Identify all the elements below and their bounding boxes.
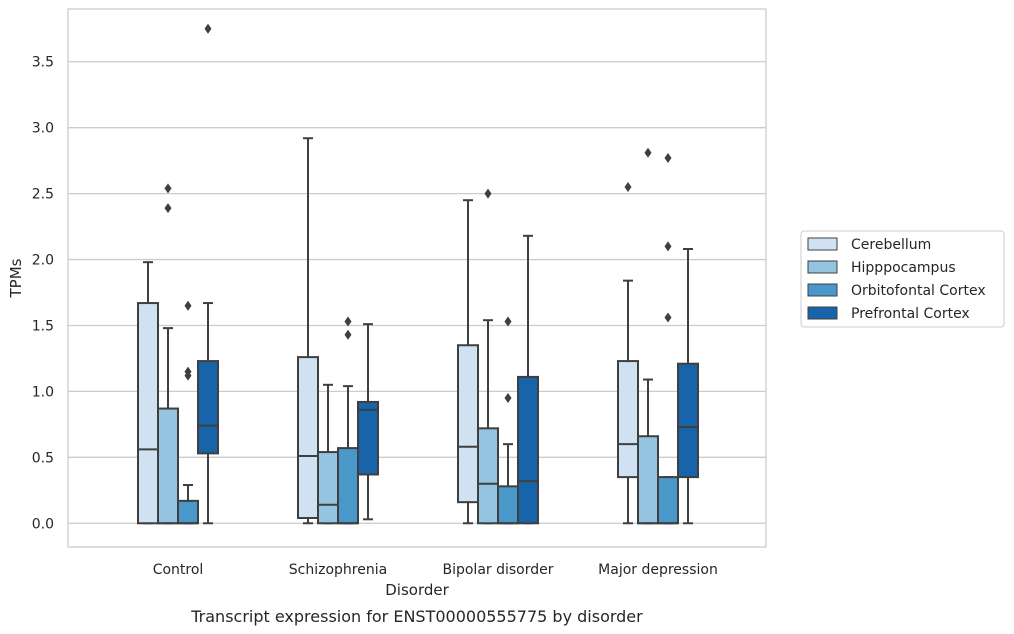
box-hipppocampus-3 (637, 147, 659, 525)
outlier-marker (344, 329, 352, 340)
box-plot-boxes (137, 23, 699, 525)
legend-label: Cerebellum (851, 237, 931, 253)
y-tick-label: 0.0 (32, 516, 54, 532)
x-tick-labels: Control Schizophrenia Bipolar disorder Majo… (153, 562, 718, 578)
x-tick-label: Schizophrenia (289, 562, 387, 578)
legend-swatch (807, 283, 838, 297)
outlier-marker (184, 300, 192, 311)
outlier-marker (204, 23, 212, 34)
box-body (177, 499, 199, 525)
box-cerebellum-2 (457, 199, 479, 525)
y-tick-label: 1.5 (32, 318, 54, 334)
box-orbitofontal-cortex-1 (337, 316, 359, 525)
box-prefrontal-cortex-0 (197, 23, 219, 525)
x-tick-label: Major depression (598, 562, 718, 578)
box-orbitofontal-cortex-3 (657, 153, 679, 525)
plot-frame (67, 8, 767, 548)
box-body (137, 302, 159, 525)
y-tick-label: 0.5 (32, 450, 54, 466)
legend-frame (800, 230, 1005, 328)
y-tick-label: 3.0 (32, 121, 54, 137)
legend-label: Hipppocampus (851, 260, 956, 276)
box-cerebellum-3 (617, 182, 639, 525)
box-body (197, 360, 219, 455)
outlier-marker (664, 241, 672, 252)
box-body (677, 362, 699, 479)
box-body (477, 427, 499, 525)
box-body (337, 447, 359, 525)
outlier-marker (164, 183, 172, 194)
outlier-marker (344, 316, 352, 327)
box-body (317, 451, 339, 525)
box-body (497, 485, 519, 525)
box-prefrontal-cortex-2 (517, 234, 539, 525)
box-hipppocampus-2 (477, 188, 499, 525)
y-tick-label: 2.5 (32, 187, 54, 203)
box-body (617, 360, 639, 479)
box-hipppocampus-0 (157, 183, 179, 525)
box-cerebellum-1 (297, 137, 319, 525)
y-tick-label: 1.0 (32, 384, 54, 400)
x-tick-label: Bipolar disorder (442, 562, 553, 578)
box-prefrontal-cortex-3 (677, 247, 699, 525)
legend: Cerebellum Hipppocampus Orbitofontal Corte… (800, 230, 1005, 328)
box-body (517, 375, 539, 525)
outlier-marker (504, 392, 512, 403)
legend-label: Orbitofontal Cortex (851, 283, 986, 299)
box-body (157, 407, 179, 525)
box-body (457, 344, 479, 504)
box-cerebellum-0 (137, 261, 159, 525)
legend-swatch (807, 260, 838, 274)
box-body (657, 476, 679, 525)
outlier-marker (164, 203, 172, 214)
outlier-marker (664, 312, 672, 323)
box-hipppocampus-1 (317, 383, 339, 525)
box-body (637, 435, 659, 525)
outlier-marker (184, 366, 192, 377)
chart-title: Transcript expression for ENST0000055577… (190, 607, 643, 626)
box-orbitofontal-cortex-0 (177, 300, 199, 525)
outlier-marker (504, 316, 512, 327)
y-tick-label: 2.0 (32, 253, 54, 269)
outlier-marker (624, 182, 632, 193)
x-axis-label: Disorder (385, 581, 449, 599)
box-body (297, 356, 319, 519)
y-tick-labels: 0.0 0.5 1.0 1.5 2.0 2.5 3.0 3.5 (32, 55, 54, 533)
outlier-marker (484, 188, 492, 199)
outlier-marker (644, 147, 652, 158)
outlier-marker (664, 153, 672, 164)
grid-lines (68, 61, 766, 524)
box-orbitofontal-cortex-2 (497, 316, 519, 525)
y-axis-label: TPMs (7, 258, 25, 298)
y-tick-label: 3.5 (32, 55, 54, 71)
x-tick-label: Control (153, 562, 204, 578)
box-body (357, 400, 379, 476)
legend-swatch (807, 306, 838, 320)
legend-label: Prefrontal Cortex (851, 306, 970, 322)
box-prefrontal-cortex-1 (357, 323, 379, 521)
legend-swatch (807, 237, 838, 251)
